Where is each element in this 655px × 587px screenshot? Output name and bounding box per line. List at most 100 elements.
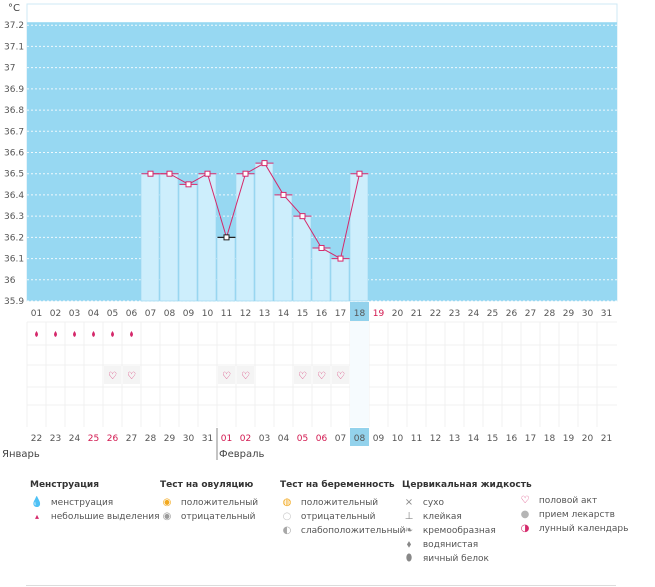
- temperature-bar: [292, 215, 312, 302]
- legend-item: ◐ слабоположительный: [280, 524, 406, 538]
- cycle-day-label: 30: [582, 309, 594, 319]
- calendar-date-label: 10: [392, 434, 404, 444]
- pill-icon: ●: [520, 509, 530, 520]
- calendar-date-label: 13: [449, 434, 460, 444]
- cycle-day-label: 26: [506, 309, 518, 319]
- cycle-day-label: 29: [563, 309, 575, 319]
- cycle-day-label: 28: [544, 309, 556, 319]
- legend-label: слабоположительный: [300, 526, 406, 536]
- legend-item: ● прием лекарств: [518, 508, 628, 522]
- cycle-day-label: 19: [373, 309, 385, 319]
- calendar-date-label: 09: [373, 434, 385, 444]
- legend-label: прием лекарств: [538, 510, 615, 520]
- y-tick-label: 36.2: [4, 233, 24, 243]
- legend-item: ⊥ клейкая: [402, 510, 532, 524]
- bottom-divider: [26, 585, 616, 586]
- legend-item: ◉ положительный: [160, 496, 259, 510]
- temperature-point: [223, 234, 230, 241]
- legend-title: Менструация: [30, 480, 99, 490]
- calendar-date-label: 16: [506, 434, 518, 444]
- legend-item: ▴ небольшие выделения: [30, 510, 160, 524]
- cycle-day-label: 15: [297, 309, 308, 319]
- cycle-day-label: 07: [145, 309, 156, 319]
- y-tick-label: 36.5: [4, 170, 24, 180]
- calendar-date-label: 11: [411, 434, 422, 444]
- legend-menstruation: Менструация 💧 менструация ▴ небольшие вы…: [30, 480, 160, 524]
- legend-item: × сухо: [402, 496, 532, 510]
- drop-icon: [73, 331, 76, 337]
- cycle-day-label: 27: [525, 309, 536, 319]
- cycle-day-label: 01: [31, 309, 42, 319]
- calendar-date-label: 19: [563, 434, 575, 444]
- legend-item: 💧 менструация: [30, 496, 160, 510]
- small-drop-icon: ▴: [34, 512, 39, 521]
- temperature-bar: [254, 162, 274, 302]
- temperature-point: [242, 170, 249, 177]
- heart-cell: [294, 366, 311, 384]
- calendar-date-label: 18: [544, 434, 556, 444]
- y-tick-label: 35.9: [4, 297, 24, 307]
- calendar-date-label: 31: [202, 434, 213, 444]
- heart-icon: ♡: [520, 495, 530, 506]
- temperature-bar: [178, 184, 198, 302]
- drop-icon: [54, 331, 57, 337]
- heart-icon: ♡: [317, 371, 326, 382]
- legend-label: менструация: [50, 498, 114, 508]
- heart-cell: [237, 366, 254, 384]
- egg-white-icon: ⬮: [405, 553, 413, 564]
- calendar-date-label: 02: [240, 434, 251, 444]
- cycle-day-label: 24: [468, 309, 480, 319]
- legend-item: ◑ лунный календарь: [518, 522, 629, 536]
- heart-cell: [104, 366, 121, 384]
- calendar-date-label: 21: [601, 434, 612, 444]
- temperature-bar: [311, 247, 331, 302]
- y-tick-label: 36.4: [4, 191, 24, 201]
- temperature-point: [318, 244, 325, 251]
- calendar-date-label: 06: [316, 434, 328, 444]
- heart-icon: ♡: [336, 371, 345, 382]
- legend-other: ♡ половой акт ● прием лекарств ◑ лунный …: [518, 494, 629, 536]
- legend-label: положительный: [300, 498, 379, 508]
- legend-title: Тест на беременность: [280, 480, 395, 490]
- selected-column-shade: [350, 322, 369, 427]
- legend-item: ⬧ водянистая: [402, 538, 532, 552]
- cycle-day-label: 04: [88, 309, 100, 319]
- temperature-point: [204, 170, 211, 177]
- heart-cell: [332, 366, 349, 384]
- temperature-point: [299, 213, 306, 220]
- y-tick-label: 36.8: [4, 106, 24, 116]
- y-axis-ticks: 37.2 37.1 37 36.9 36.8 36.7 36.6 36.5 36.4 36.3 36…: [4, 21, 24, 307]
- moon-icon: ◑: [520, 523, 530, 534]
- negative-test-icon: ◉: [162, 511, 172, 522]
- sticky-icon: ⊥: [404, 511, 414, 522]
- legend-title: Тест на овуляцию: [160, 480, 254, 490]
- legend-label: небольшие выделения: [50, 512, 160, 522]
- y-tick-label: 37.2: [4, 21, 24, 31]
- legend-label: кремообразная: [422, 526, 496, 536]
- watery-icon: ⬧: [406, 539, 412, 550]
- unit-label: °C: [8, 3, 20, 14]
- heart-icon: ♡: [241, 371, 250, 382]
- legend-item: ⬮ яичный белок: [402, 552, 532, 566]
- positive-test-icon: ◉: [162, 497, 172, 508]
- dry-icon: ×: [404, 497, 414, 508]
- calendar-date-label: 01: [221, 434, 232, 444]
- legend-item: ❧ кремообразная: [402, 524, 532, 538]
- drop-icon: [35, 331, 38, 337]
- y-tick-label: 36.6: [4, 149, 24, 159]
- calendar-date-label: 14: [468, 434, 480, 444]
- cycle-day-label: 22: [430, 309, 441, 319]
- legend-pregnancy: Тест на беременность ◍ положительный ○ о…: [280, 480, 405, 538]
- drop-icon: [111, 331, 114, 337]
- cycle-day-label: 12: [240, 309, 251, 319]
- calendar-date-label: 25: [88, 434, 99, 444]
- cycle-day-label: 25: [487, 309, 498, 319]
- calendar-date-label: 29: [164, 434, 176, 444]
- calendar-date-label: 20: [582, 434, 594, 444]
- temperature-bar: [159, 173, 179, 302]
- calendar-date-label: 24: [69, 434, 81, 444]
- heart-cell: [313, 366, 330, 384]
- legend-label: положительный: [180, 498, 259, 508]
- calendar-date-label: 30: [183, 434, 195, 444]
